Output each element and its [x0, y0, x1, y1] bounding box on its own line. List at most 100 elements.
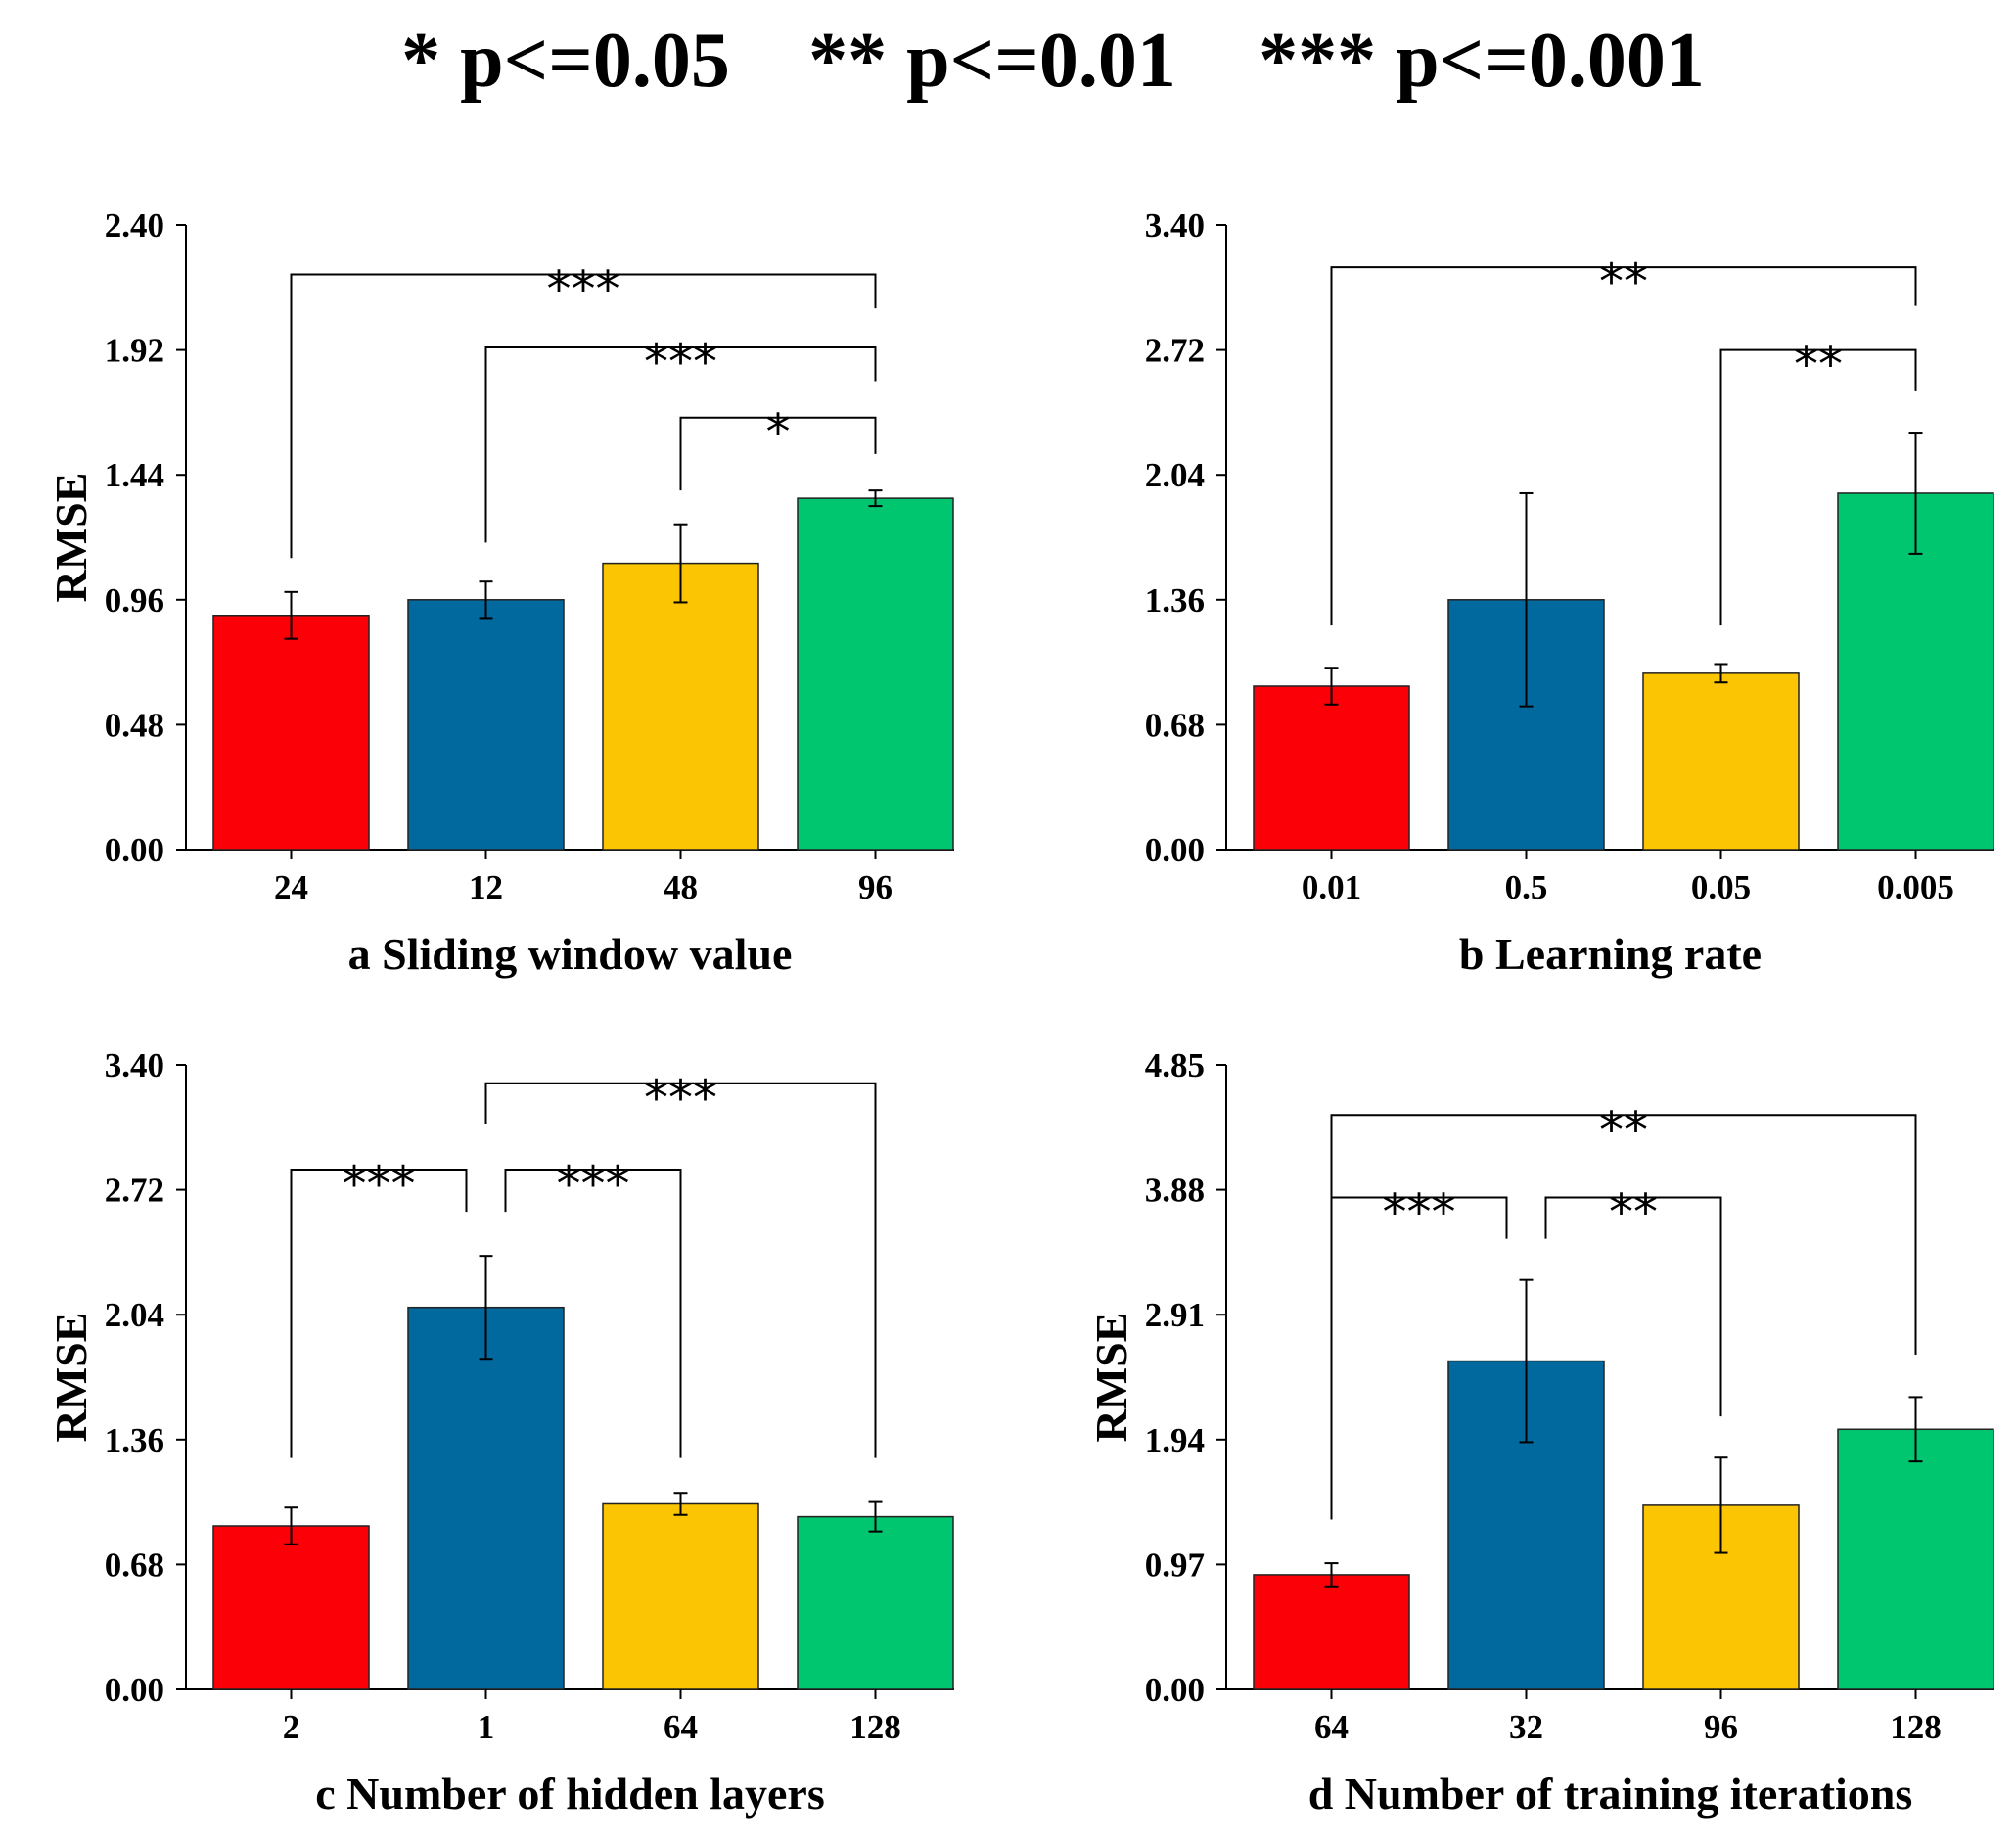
bracket-line	[1330, 1196, 1508, 1520]
significance-stars: ***	[343, 1156, 416, 1213]
bracket-line	[1330, 266, 1917, 626]
y-tick-label: 0.00	[1145, 831, 1205, 869]
bar-0.01	[1253, 685, 1410, 851]
significance-stars: ***	[644, 1070, 717, 1127]
x-tick-label: 128	[1890, 1708, 1942, 1746]
y-tick-label: 0.68	[1145, 706, 1205, 744]
significance-bracket: ***	[290, 1156, 468, 1458]
bar-0.05	[1642, 672, 1800, 851]
bar-24	[212, 615, 370, 851]
significance-stars: ***	[547, 261, 620, 318]
significance-bracket: *	[679, 404, 877, 491]
x-axis-title: a Sliding window value	[348, 929, 793, 979]
significance-bracket: ***	[290, 261, 877, 559]
significance-bracket: **	[1330, 1101, 1917, 1520]
bar-12	[407, 599, 565, 851]
significance-bracket: **	[1544, 1183, 1722, 1417]
x-axis-title: d Number of training iterations	[1308, 1769, 1913, 1819]
significance-stars: *	[766, 404, 791, 461]
y-tick-label: 3.88	[1145, 1172, 1205, 1210]
bracket-line	[484, 346, 877, 543]
y-tick-label: 1.44	[105, 456, 164, 494]
x-tick-label: 0.05	[1691, 868, 1751, 906]
y-tick-label: 3.40	[1145, 207, 1205, 245]
y-tick-label: 2.40	[105, 207, 164, 245]
y-tick-label: 2.04	[1145, 456, 1205, 494]
bar-64	[602, 1502, 759, 1690]
y-tick-label: 0.97	[1145, 1545, 1205, 1584]
significance-bracket: **	[1719, 337, 1917, 626]
significance-stars: **	[1599, 1101, 1648, 1158]
y-tick-label: 2.72	[105, 1172, 164, 1210]
x-tick-label: 0.01	[1302, 868, 1361, 906]
x-axis-title: c Number of hidden layers	[315, 1769, 825, 1819]
x-axis-title: b Learning rate	[1459, 929, 1762, 979]
y-tick-label: 1.94	[1145, 1421, 1205, 1459]
x-tick-label: 64	[664, 1708, 698, 1746]
bar-96	[797, 497, 954, 851]
bracket-line	[290, 273, 877, 559]
y-tick-label: 0.48	[105, 706, 164, 744]
significance-bracket: ***	[484, 1070, 877, 1458]
legend-item-one-star: * p<=0.05	[401, 18, 730, 104]
bracket-line	[1330, 1114, 1917, 1520]
significance-stars: ***	[1383, 1183, 1456, 1240]
x-tick-label: 96	[858, 868, 893, 906]
significance-bracket: ***	[484, 334, 877, 543]
y-tick-label: 4.85	[1145, 1046, 1205, 1084]
x-tick-label: 2	[283, 1708, 300, 1746]
significance-stars: ***	[644, 334, 717, 391]
significance-bracket: ***	[504, 1156, 682, 1458]
y-tick-label: 0.00	[105, 831, 164, 869]
y-tick-label: 2.91	[1145, 1296, 1205, 1334]
bar-48	[602, 562, 759, 851]
significance-stars: **	[1794, 337, 1843, 393]
significance-stars: **	[1609, 1183, 1658, 1240]
x-tick-label: 1	[478, 1708, 495, 1746]
significance-bracket: **	[1330, 254, 1917, 626]
bracket-line	[504, 1168, 682, 1458]
x-tick-label: 24	[274, 868, 308, 906]
y-axis-title: RMSE	[46, 473, 96, 603]
x-tick-label: 64	[1314, 1708, 1349, 1746]
bar-64	[1253, 1574, 1410, 1690]
bar-2	[212, 1525, 370, 1690]
x-tick-label: 0.005	[1877, 868, 1954, 906]
bracket-line	[679, 416, 877, 491]
y-tick-label: 1.36	[1145, 581, 1205, 620]
y-tick-label: 0.68	[105, 1545, 164, 1584]
y-axis-title: RMSE	[1086, 1313, 1136, 1443]
x-tick-label: 12	[469, 868, 503, 906]
panel-c: 0.000.681.362.042.723.402 1 64 128****** ***…	[46, 1046, 954, 1819]
bracket-line	[1719, 348, 1917, 626]
y-tick-label: 2.72	[1145, 332, 1205, 370]
bracket-line	[484, 1082, 877, 1458]
y-tick-label: 0.96	[105, 581, 164, 620]
legend-item-two-star: ** p<=0.01	[808, 18, 1176, 104]
significance-stars: ***	[557, 1156, 630, 1213]
y-tick-label: 0.00	[105, 1671, 164, 1709]
bracket-line	[1544, 1196, 1722, 1417]
legend-item-three-star: *** p<=0.001	[1259, 18, 1705, 104]
y-tick-label: 2.04	[105, 1296, 164, 1334]
bar-128	[1837, 1428, 1994, 1690]
significance-legend: * p<=0.05 ** p<=0.01 *** p<=0.001	[401, 18, 1705, 104]
bar-1	[407, 1306, 565, 1690]
y-tick-label: 1.36	[105, 1421, 164, 1459]
bar-128	[797, 1515, 954, 1690]
y-tick-label: 1.92	[105, 332, 164, 370]
x-tick-label: 128	[849, 1708, 901, 1746]
x-tick-label: 32	[1509, 1708, 1543, 1746]
panel-b: 0.00 0.68 1.36 2.04 2.72 3.40 0.01 0.5 0.05 0.005…	[1145, 207, 1994, 979]
y-tick-label: 0.00	[1145, 1671, 1205, 1709]
x-tick-label: 96	[1704, 1708, 1738, 1746]
significance-bracket: ***	[1330, 1183, 1508, 1520]
y-tick-label: 3.40	[105, 1046, 164, 1084]
y-axis-title: RMSE	[46, 1313, 96, 1443]
significance-stars: **	[1599, 254, 1648, 310]
